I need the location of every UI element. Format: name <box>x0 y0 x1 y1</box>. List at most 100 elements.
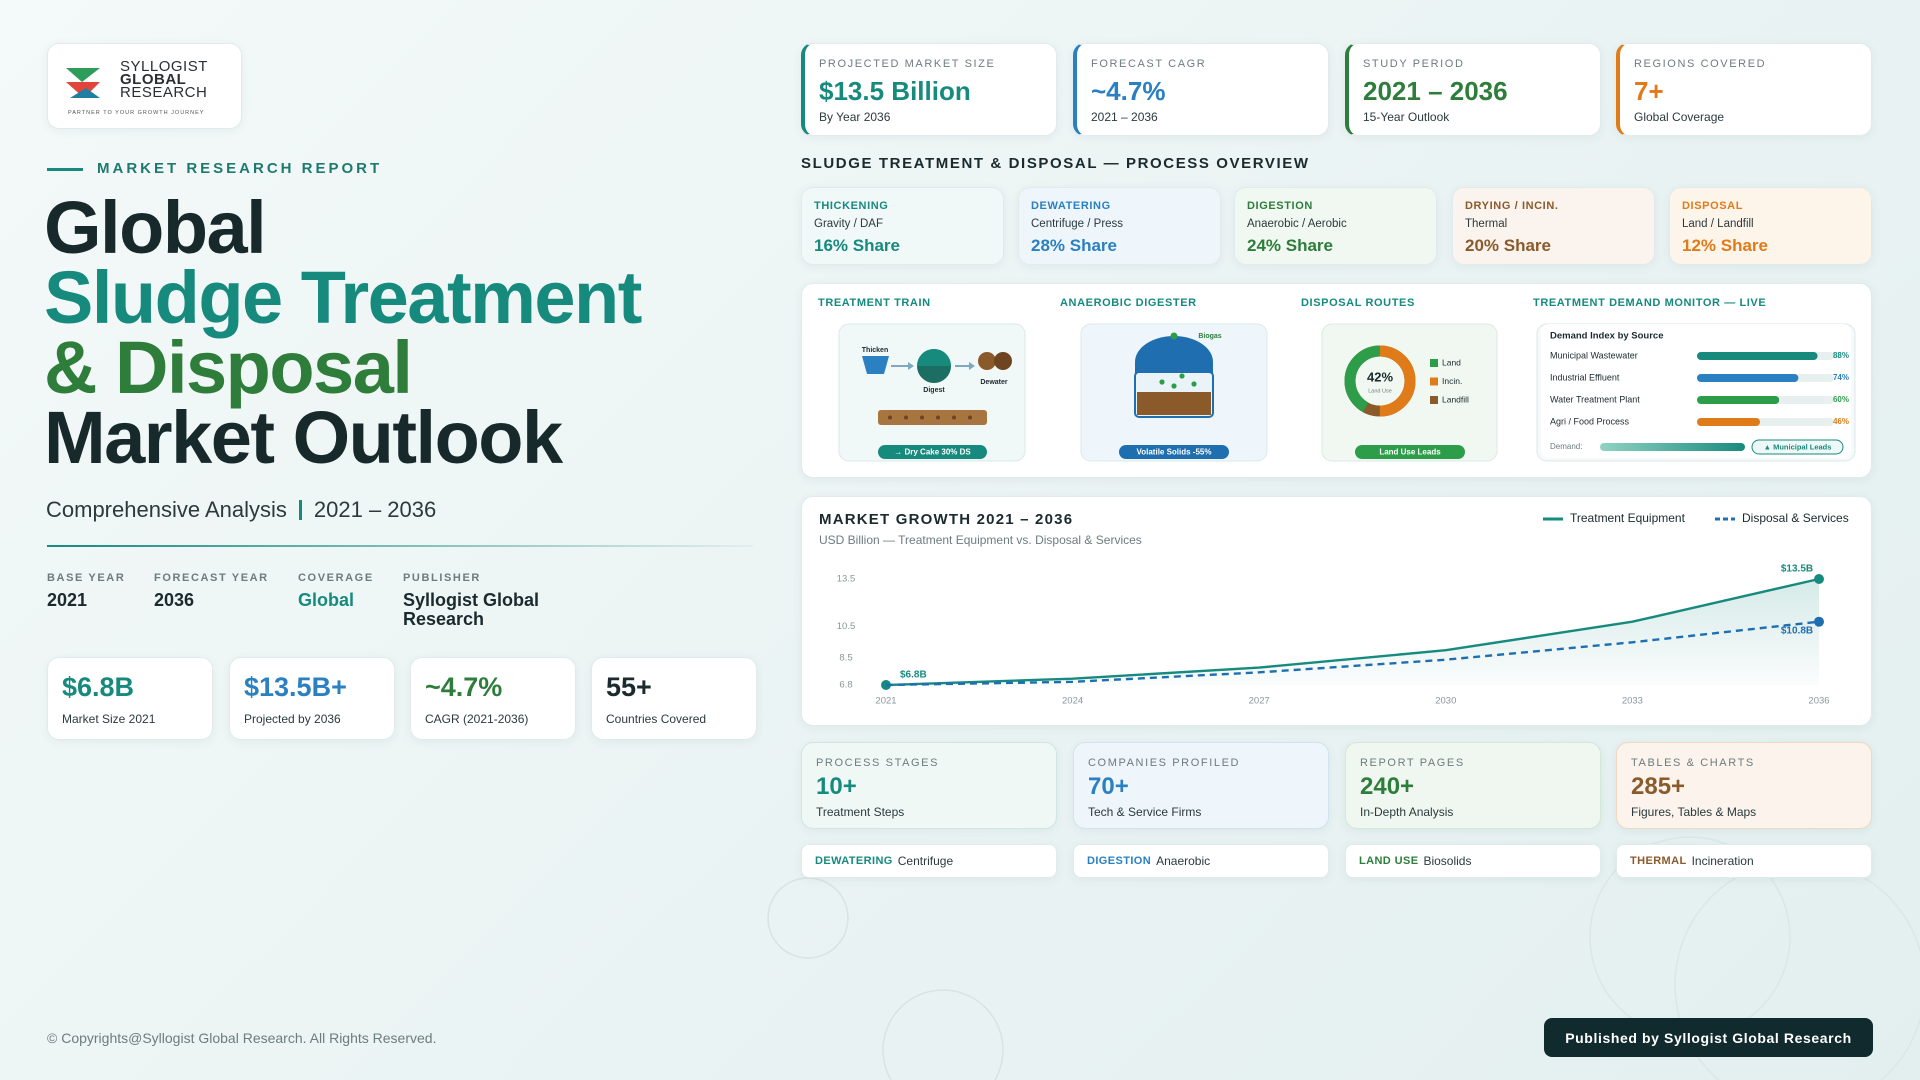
stage-card: THICKENING Gravity / DAF 16% Share <box>801 187 1004 265</box>
monitor-card <box>1541 324 1851 458</box>
stage-card: DRYING / INCIN. Thermal 20% Share <box>1452 187 1655 265</box>
biogas-label: Biogas <box>1198 333 1221 340</box>
subtitle-separator <box>298 500 302 520</box>
legend-swatch <box>1430 396 1438 404</box>
logo-shape <box>66 68 100 82</box>
demand-badge-text: ▲ Municipal Leads <box>1764 442 1832 451</box>
bubble <box>1191 381 1197 387</box>
point-marker <box>1814 574 1824 584</box>
kpi-card: FORECAST CAGR ~4.7% 2021 – 2036 <box>1073 43 1329 136</box>
subtitle-text: Comprehensive Analysis <box>46 497 287 522</box>
logo-line: GLOBAL <box>120 71 187 88</box>
kpi-label: PROJECTED MARKET SIZE <box>819 58 996 70</box>
meta-label: PUBLISHER <box>403 572 481 584</box>
tag-pill: THERMAL Incineration <box>1616 844 1872 878</box>
kpi-sub: Global Coverage <box>1634 110 1725 124</box>
copyright: © Copyrights@Syllogist Global Research. … <box>47 1030 437 1046</box>
monitor-label: Municipal Wastewater <box>1550 350 1638 360</box>
title-line: & Disposal <box>44 326 413 409</box>
stage-share: 24% Share <box>1247 236 1333 255</box>
thickener <box>862 356 889 374</box>
meta-value: 2036 <box>154 590 195 610</box>
logo-shape <box>70 88 100 98</box>
meta-label: FORECAST YEAR <box>154 572 269 584</box>
donut-segment <box>1344 345 1416 417</box>
stage-method: Thermal <box>1465 218 1508 230</box>
kpi-label: FORECAST CAGR <box>1091 58 1207 70</box>
monitor-value: 60% <box>1833 395 1849 404</box>
stage-name: DIGESTION <box>1247 200 1313 212</box>
point-marker <box>1814 616 1824 627</box>
kpi-value: 7+ <box>1634 76 1664 106</box>
stage-method: Centrifuge / Press <box>1031 218 1124 230</box>
stat-card: ~4.7% CAGR (2021-2036) <box>410 657 576 740</box>
stage-share: 16% Share <box>814 236 900 255</box>
series-line <box>885 577 1820 687</box>
kpi-sub: 2021 – 2036 <box>1091 110 1158 124</box>
stage-name: DISPOSAL <box>1682 200 1744 212</box>
bottom-stat-label: REPORT PAGES <box>1360 757 1465 769</box>
eyebrow: MARKET RESEARCH REPORT <box>97 160 383 177</box>
tag-text: Centrifuge <box>897 854 954 868</box>
monitor-label: Industrial Effluent <box>1550 372 1620 382</box>
legend-label: Treatment Equipment <box>1570 511 1686 525</box>
kpi-value: ~4.7% <box>1091 76 1166 106</box>
stat-label: Market Size 2021 <box>62 712 156 726</box>
bubble <box>1171 383 1177 389</box>
conveyor-roller <box>936 415 940 420</box>
stage-share: 28% Share <box>1031 236 1117 255</box>
hero-subtitle: Comprehensive Analysis 2021 – 2036 <box>46 497 436 523</box>
monitor-value: 88% <box>1833 351 1849 360</box>
bubble <box>1179 373 1185 379</box>
tag-key: LAND USE <box>1359 855 1419 867</box>
demand-badge <box>1751 439 1844 455</box>
train-label: Thicken <box>862 347 888 354</box>
digester-dome <box>1135 336 1213 374</box>
bottom-stat-value: 10+ <box>816 773 857 800</box>
y-tick-label: 6.8 <box>839 680 852 691</box>
donut-sub: Land Use <box>1368 388 1392 394</box>
logo-text: SYLLOGIST GLOBAL RESEARCH <box>120 58 208 101</box>
monitor-bar <box>1697 418 1761 426</box>
logo-line: SYLLOGIST <box>120 58 208 75</box>
sludge <box>1137 392 1211 415</box>
badge-text: → Dry Cake 30% DS <box>894 448 971 457</box>
cake <box>978 352 996 370</box>
value-label: $13.5B <box>1781 564 1813 575</box>
x-tick-label: 2033 <box>1622 696 1643 707</box>
stat-value: $6.8B <box>62 672 135 702</box>
meta-value: Syllogist Global Research <box>403 590 540 629</box>
legend-swatch <box>1430 359 1438 367</box>
stat-value: ~4.7% <box>425 672 503 702</box>
tag-pill: DEWATERING Centrifuge <box>801 844 1057 878</box>
bottom-stat-card: PROCESS STAGES 10+ Treatment Steps <box>801 742 1057 829</box>
badge <box>1119 445 1229 459</box>
stage-share: 20% Share <box>1465 236 1551 255</box>
monitor-label: Water Treatment Plant <box>1550 394 1640 404</box>
bottom-stat-value: 70+ <box>1088 773 1129 800</box>
arrow-head <box>969 362 975 370</box>
bottom-stat-card: COMPANIES PROFILED 70+ Tech & Service Firm… <box>1073 742 1329 829</box>
logo-line: RESEARCH <box>120 84 208 101</box>
y-tick-label: 13.5 <box>837 574 856 585</box>
panel-header: ANAEROBIC DIGESTER <box>1060 297 1197 309</box>
kpi-card: REGIONS COVERED 7+ Global Coverage <box>1616 43 1872 136</box>
badge <box>1355 445 1465 459</box>
kpi-card: PROJECTED MARKET SIZE $13.5 Billion By Yea… <box>801 43 1057 136</box>
x-tick-label: 2036 <box>1808 696 1829 707</box>
legend-label: Disposal & Services <box>1742 511 1849 525</box>
tag-pill: DIGESTION Anaerobic <box>1073 844 1329 878</box>
logo-tagline: PARTNER TO YOUR GROWTH JOURNEY <box>68 110 205 116</box>
stat-value: $13.5B+ <box>244 672 347 702</box>
title-line: Sludge Treatment <box>44 256 642 339</box>
monitor-label: Agri / Food Process <box>1550 416 1630 426</box>
stat-value: 55+ <box>606 672 652 702</box>
meta-value: 2021 <box>47 590 88 610</box>
stat-label: Countries Covered <box>606 712 707 726</box>
demand-label: Demand: <box>1550 442 1582 451</box>
kpi-sub: By Year 2036 <box>819 110 891 124</box>
stage-name: DEWATERING <box>1031 200 1111 212</box>
illustration-panel: TREATMENT TRAIN ANAEROBIC DIGESTER DISPOSA… <box>801 283 1872 478</box>
